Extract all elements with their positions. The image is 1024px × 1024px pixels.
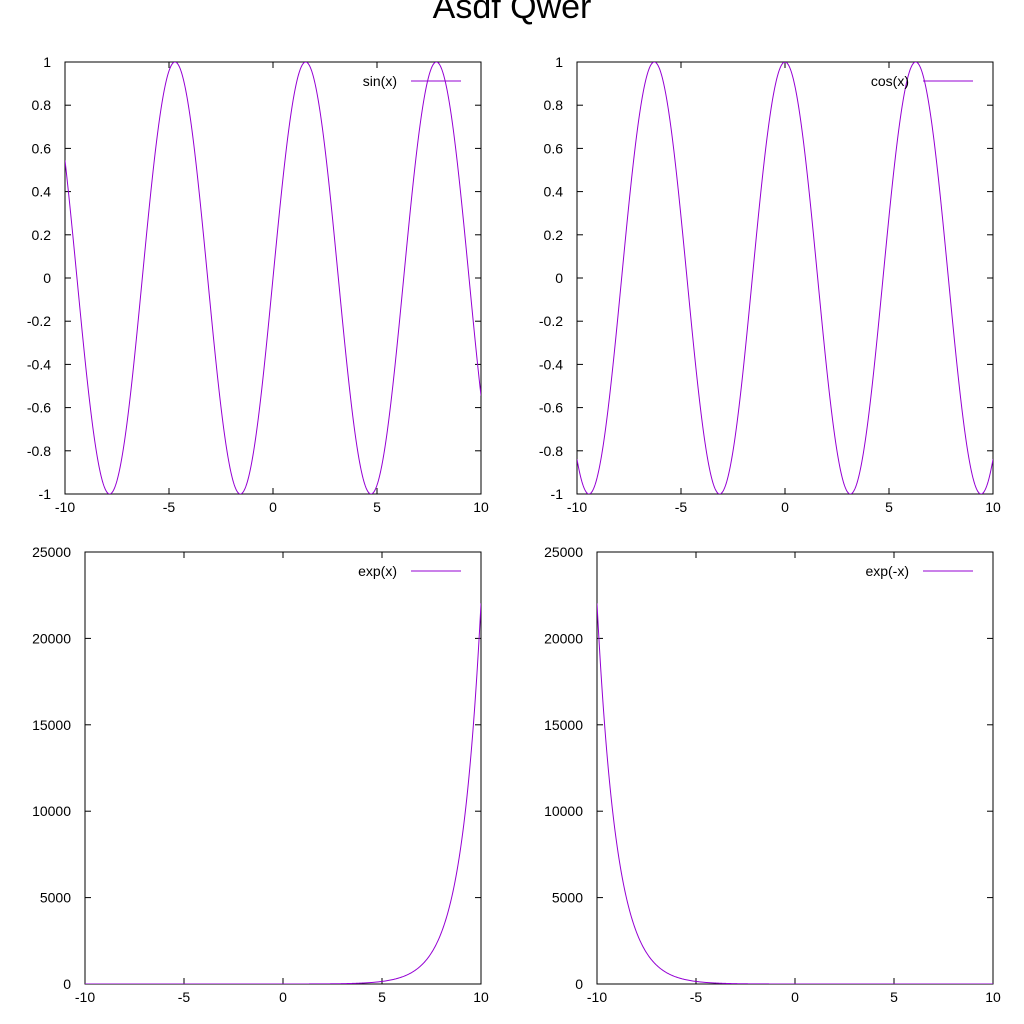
y-tick-label: -1 — [551, 486, 564, 502]
y-tick-label: 0 — [43, 270, 51, 286]
subplot-1: -10 -5 0 5 10 -1 -0.8 -0.6 -0.4 -0.2 0 0.2 0.4 0.6 0.8… — [27, 54, 489, 515]
x-tick-label: -10 — [55, 499, 75, 515]
y-tick-label: -0.6 — [27, 400, 51, 416]
y-tick-label: 1 — [43, 54, 51, 70]
x-tick-label: -5 — [163, 499, 176, 515]
y-tick-label: 0.6 — [544, 140, 564, 156]
y-tick-label: 0.8 — [544, 97, 564, 113]
y-tick-label: -0.8 — [539, 443, 563, 459]
x-tick-label: 10 — [473, 989, 489, 1005]
series-line-exp(-x) — [597, 603, 993, 984]
x-tick-label: 0 — [781, 499, 789, 515]
subplot-3: -10 -5 0 5 10 0 5000 10000 15000 20000 25000 exp(x) — [32, 544, 489, 1005]
y-tick-label: -0.4 — [539, 356, 563, 372]
x-tick-label: 10 — [473, 499, 489, 515]
y-tick-label: 0.4 — [544, 184, 564, 200]
y-tick-label: 0.2 — [32, 227, 52, 243]
x-tick-label: 5 — [885, 499, 893, 515]
y-tick-label: 1 — [555, 54, 563, 70]
x-tick-label: 0 — [791, 989, 799, 1005]
x-tick-label: 0 — [279, 989, 287, 1005]
legend-label: exp(-x) — [865, 563, 909, 579]
subplot-4: -10 -5 0 5 10 0 5000 10000 15000 20000 25000 exp(-x… — [544, 544, 1001, 1005]
y-tick-label: 0.2 — [544, 227, 564, 243]
plot-frame — [596, 551, 994, 985]
legend-label: cos(x) — [871, 73, 909, 89]
y-tick-label: -0.2 — [27, 313, 51, 329]
x-tick-label: -5 — [178, 989, 191, 1005]
y-tick-label: 0 — [63, 976, 71, 992]
x-tick-label: -10 — [75, 989, 95, 1005]
x-tick-label: -10 — [567, 499, 587, 515]
y-tick-label: 20000 — [32, 630, 71, 646]
x-tick-label: 5 — [378, 989, 386, 1005]
x-tick-label: 10 — [985, 499, 1001, 515]
y-tick-label: 0.4 — [32, 184, 52, 200]
y-tick-label: 0.8 — [32, 97, 52, 113]
y-tick-label: 25000 — [544, 544, 583, 560]
x-tick-label: 10 — [985, 989, 1001, 1005]
y-tick-label: -0.6 — [539, 400, 563, 416]
y-tick-label: -1 — [39, 486, 52, 502]
y-tick-label: 0 — [555, 270, 563, 286]
y-tick-label: 10000 — [544, 803, 583, 819]
plot-frame — [576, 61, 994, 495]
y-tick-label: 15000 — [544, 717, 583, 733]
legend-label: exp(x) — [358, 563, 397, 579]
y-tick-label: 5000 — [40, 890, 71, 906]
y-tick-label: 0 — [575, 976, 583, 992]
y-tick-label: 15000 — [32, 717, 71, 733]
series-line-sin(x) — [65, 62, 481, 494]
y-tick-label: -0.8 — [27, 443, 51, 459]
plot-frame — [84, 551, 482, 985]
x-tick-label: 5 — [890, 989, 898, 1005]
x-tick-label: -5 — [690, 989, 703, 1005]
y-tick-label: -0.2 — [539, 313, 563, 329]
x-tick-label: 5 — [373, 499, 381, 515]
y-tick-label: 20000 — [544, 630, 583, 646]
series-line-exp(x) — [85, 603, 481, 984]
legend-label: sin(x) — [363, 73, 397, 89]
x-tick-label: 0 — [269, 499, 277, 515]
series-line-cos(x) — [577, 62, 993, 494]
y-tick-label: 5000 — [552, 890, 583, 906]
y-tick-label: -0.4 — [27, 356, 51, 372]
figure-title: Asdf Qwer — [432, 0, 592, 26]
x-tick-label: -5 — [675, 499, 688, 515]
x-tick-label: -10 — [587, 989, 607, 1005]
y-tick-label: 0.6 — [32, 140, 52, 156]
subplot-2: -10 -5 0 5 10 -1 -0.8 -0.6 -0.4 -0.2 0 0.2 0.4 0.6 0.8… — [539, 54, 1001, 515]
y-tick-label: 25000 — [32, 544, 71, 560]
y-tick-label: 10000 — [32, 803, 71, 819]
